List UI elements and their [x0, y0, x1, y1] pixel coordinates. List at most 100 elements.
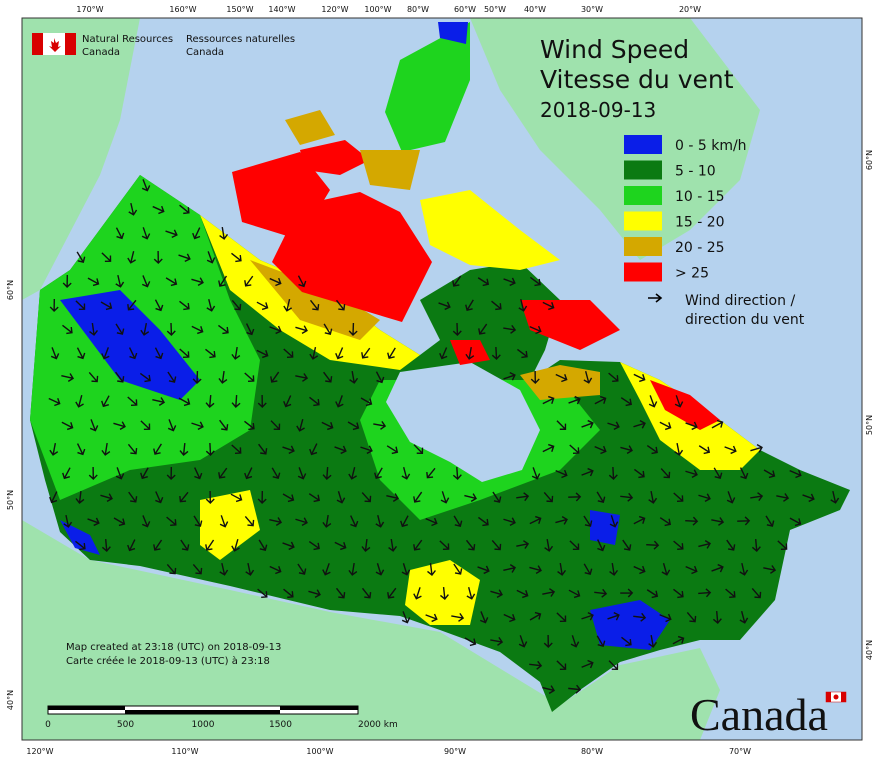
wind-arrow [685, 565, 698, 575]
alaska [22, 18, 140, 300]
wind-arrow [659, 517, 672, 527]
wind-arrow [466, 587, 476, 600]
wind-arrow [166, 322, 176, 336]
wind-arrow [451, 613, 465, 622]
wind-arrow [334, 541, 347, 551]
frame [21, 17, 863, 741]
wind-arrow [620, 397, 633, 407]
lon-label: 100°W [306, 747, 333, 756]
wind-arrow [179, 491, 189, 503]
wind-arrow [349, 370, 359, 384]
wind-arrow [374, 467, 383, 480]
wind-arrow [763, 565, 777, 574]
legend-swatch [624, 237, 662, 256]
wind-arrow [206, 299, 216, 312]
wind-arrow [425, 517, 438, 527]
wind-arrow [153, 250, 163, 264]
legend-arrow-label: Wind direction / [685, 293, 795, 309]
wind-arrow [452, 466, 462, 480]
wind-arrow [542, 301, 555, 311]
wind-arrow [101, 442, 111, 456]
wind-arrow [128, 347, 138, 360]
baffin-south [520, 300, 620, 350]
graticule-labels: 170°W 160°W 150°W 140°W 120°W 100°W 80°W 60°W 50… [6, 5, 874, 756]
scale-label: 500 [117, 720, 134, 730]
wind-arrow [194, 467, 203, 480]
lon-label: 80°W [407, 5, 429, 14]
wind-arrow [594, 445, 607, 455]
wind-arrow [115, 227, 125, 240]
lon-label: 40°W [524, 5, 546, 14]
wind-arrow [61, 421, 74, 431]
wind-arrow [205, 442, 215, 456]
wind-arrow [244, 467, 253, 480]
wind-arrow [269, 517, 283, 526]
wind-arrow [633, 373, 646, 383]
zone-prairie [200, 490, 260, 560]
wind-arrow [478, 323, 488, 335]
wind-arrow [556, 420, 567, 430]
wind-arrow [426, 467, 436, 479]
zone-ungava [520, 365, 600, 400]
wind-arrow [674, 442, 684, 456]
ellesmere [385, 22, 470, 152]
wind-arrow [726, 539, 736, 551]
lon-label: 160°W [169, 5, 196, 14]
wind-arrow [516, 589, 529, 599]
wind-arrow [88, 372, 99, 383]
scale-bar-seg [203, 710, 280, 714]
wind-arrow [673, 492, 684, 503]
wind-arrow [49, 298, 59, 312]
wind-arrow [439, 586, 449, 600]
island [285, 110, 335, 145]
wind-arrow [529, 325, 542, 335]
wind-arrow [503, 277, 516, 287]
wind-arrow [141, 515, 151, 528]
wind-arrow [608, 660, 619, 671]
zone-north-gust [250, 260, 380, 340]
wind-arrow [115, 371, 125, 383]
wind-arrow [830, 490, 840, 504]
wind-arrow [765, 515, 775, 527]
wind-arrow [244, 515, 255, 527]
wind-arrow [308, 493, 321, 503]
wind-arrow [439, 540, 450, 550]
zone-coast [60, 520, 100, 555]
wind-arrow [542, 443, 555, 453]
wind-arrow [659, 421, 672, 431]
wind-arrow [258, 539, 268, 551]
wind-arrow [295, 373, 309, 382]
wind-arrow [166, 516, 177, 527]
wind-arrow [685, 516, 699, 526]
wind-arrow [477, 565, 490, 575]
wind-arrow [334, 445, 347, 455]
wind-arrow [570, 635, 580, 648]
wind-arrow [295, 517, 308, 527]
wind-arrow [63, 514, 73, 528]
wind-arrow [763, 469, 776, 479]
wind-arrow [87, 277, 100, 287]
wind-arrow [698, 540, 711, 549]
wind-arrow [751, 538, 761, 552]
wind-arrow [685, 421, 698, 431]
wind-arrow [113, 421, 126, 431]
wind-arrow [648, 490, 658, 504]
wind-arrow [685, 469, 698, 479]
wind-arrow [646, 540, 660, 550]
wind-arrow [633, 468, 645, 479]
wind-arrow [270, 420, 281, 431]
wind-arrow [127, 539, 136, 552]
wordmark-flag [826, 692, 831, 702]
wind-arrow [555, 469, 568, 479]
wind-arrow [193, 515, 203, 527]
wind-arrow [231, 394, 241, 408]
wind-arrow [479, 611, 489, 624]
island [300, 140, 370, 175]
wind-arrow [192, 227, 201, 240]
wind-arrow [258, 443, 268, 455]
wind-arrow [335, 587, 346, 599]
wind-arrow [127, 299, 137, 311]
wind-arrow [648, 634, 658, 648]
wind-arrow [269, 565, 282, 575]
legend-arrow [648, 293, 663, 303]
